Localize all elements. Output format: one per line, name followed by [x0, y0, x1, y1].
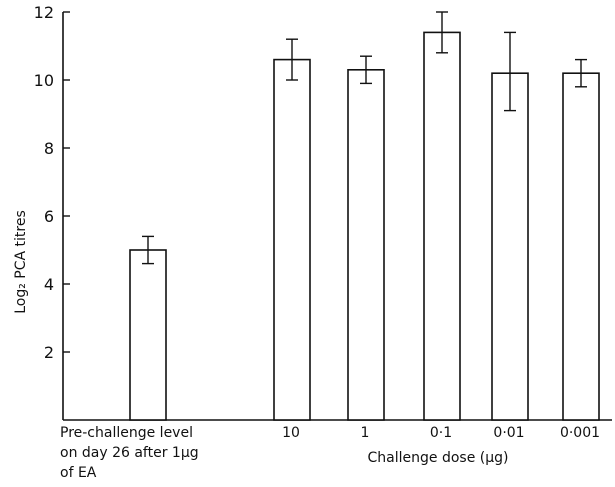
y-axis-label: Log₂ PCA titres: [13, 210, 29, 314]
bar: [491, 72, 529, 421]
labels: Log₂ PCA titres Pre-challenge level on day…: [13, 210, 600, 481]
x-category-label-line: of EA: [60, 465, 97, 481]
y-tick-label: 10: [34, 71, 54, 90]
bar: [129, 249, 167, 421]
y-tick-label: 6: [44, 207, 54, 226]
y-tick-label: 4: [44, 275, 54, 294]
x-tick-label: 10: [282, 425, 300, 441]
x-category-label-line: Pre-challenge level: [60, 425, 193, 441]
x-axis-label: Challenge dose (μg): [368, 450, 509, 466]
bar: [423, 31, 461, 421]
x-tick-label: 0·1: [430, 425, 452, 441]
y-tick-label: 12: [34, 3, 54, 22]
y-tick-label: 8: [44, 139, 54, 158]
bars: [129, 11, 600, 421]
x-tick-label: 0·001: [560, 425, 600, 441]
y-tick-label: 2: [44, 343, 54, 362]
x-category-label-line: on day 26 after 1μg: [60, 445, 199, 461]
bar: [562, 72, 600, 421]
bar: [347, 69, 385, 421]
bar: [273, 58, 311, 421]
x-tick-label: 1: [361, 425, 370, 441]
x-tick-label: 0·01: [493, 425, 524, 441]
